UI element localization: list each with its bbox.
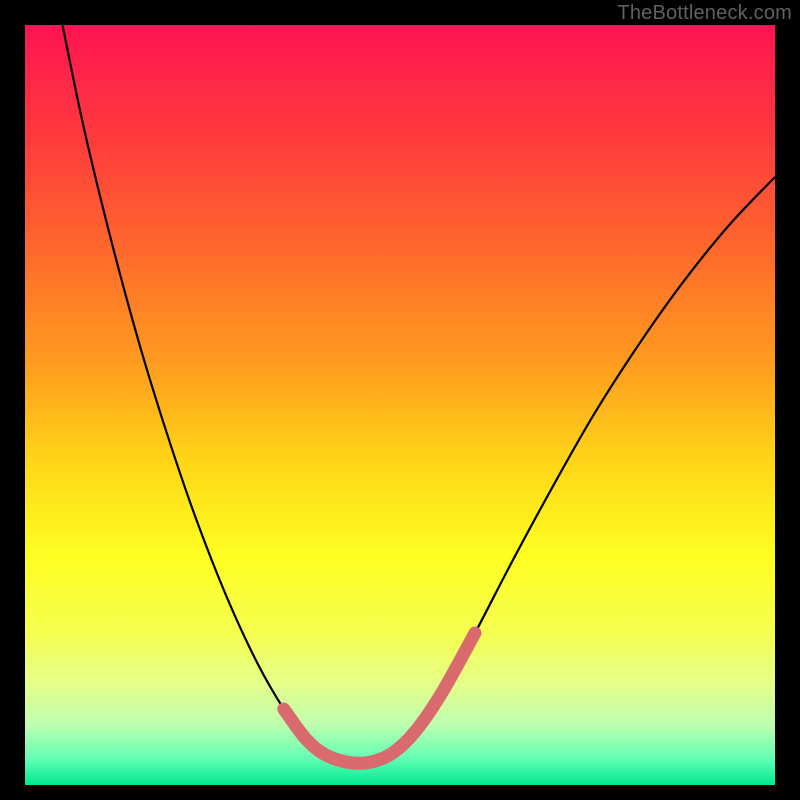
watermark-text: TheBottleneck.com	[617, 2, 792, 25]
bottleneck-chart	[0, 0, 800, 800]
gradient-background	[25, 25, 775, 785]
chart-container: TheBottleneck.com	[0, 0, 800, 800]
